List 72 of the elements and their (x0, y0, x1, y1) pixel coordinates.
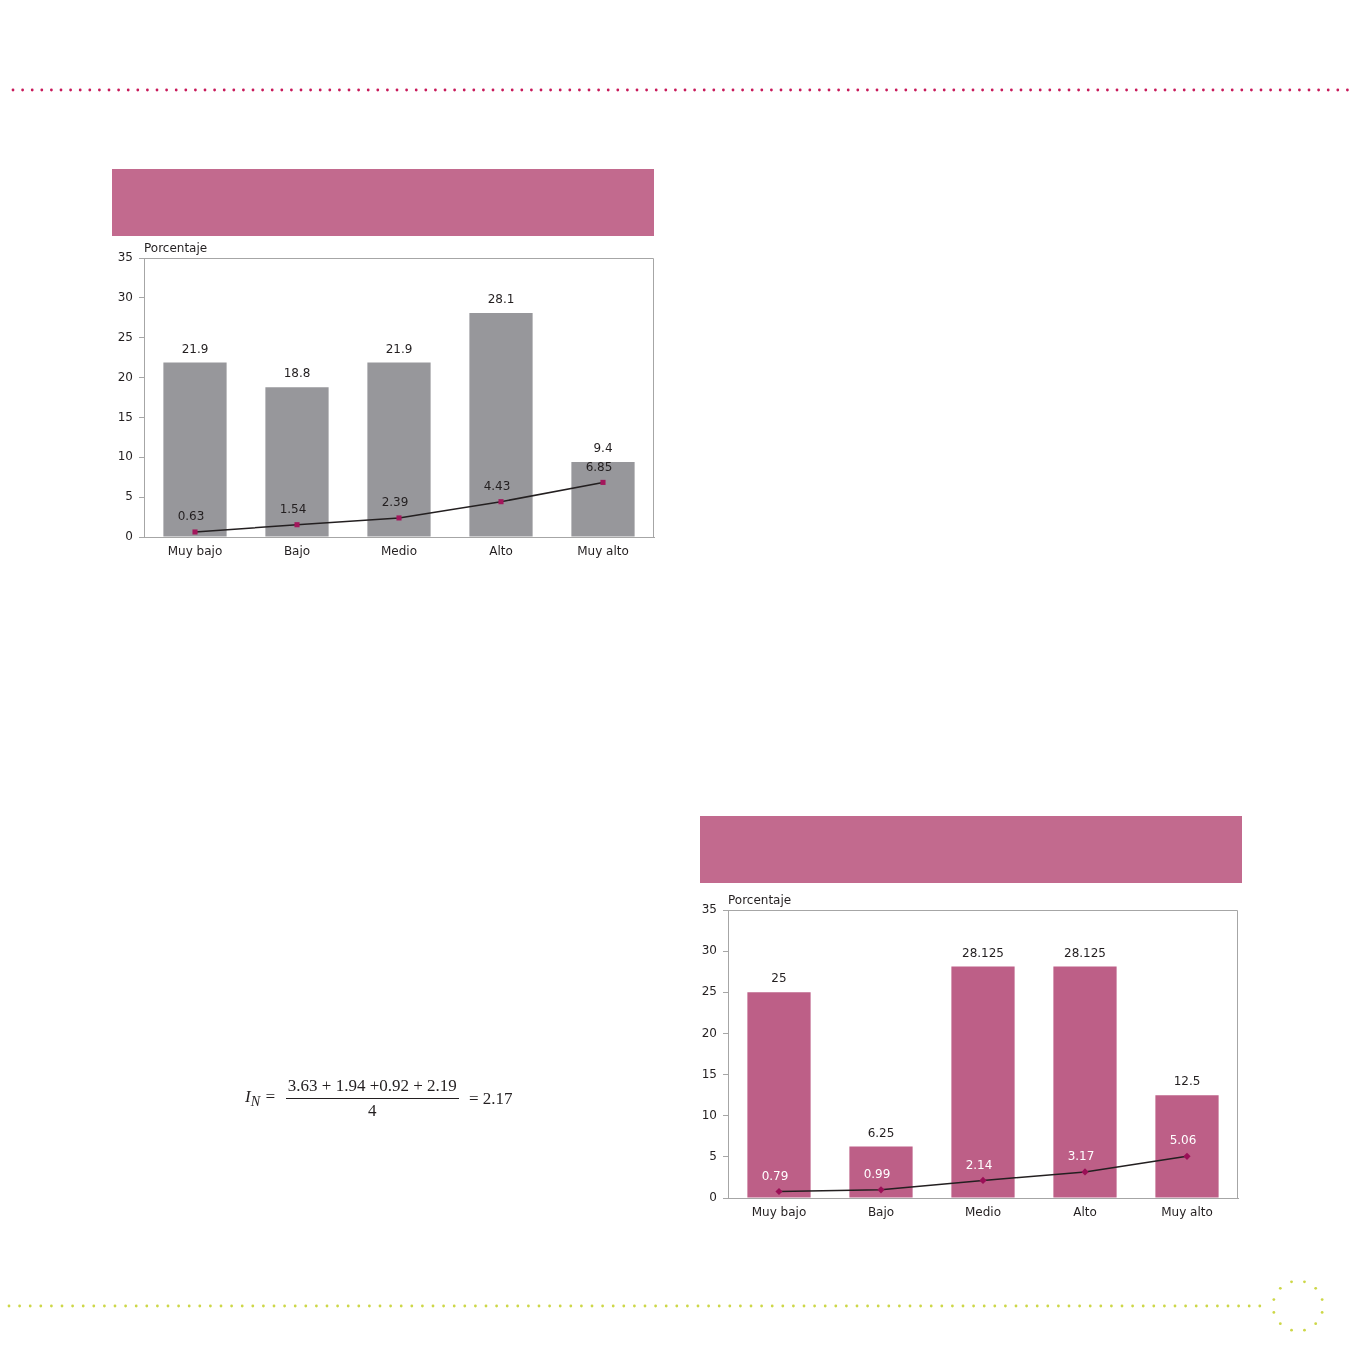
data-label: 4.43 (483, 478, 511, 493)
bar (163, 362, 227, 537)
x-tick-label: Bajo (867, 1205, 895, 1220)
y-tick-label: 0 (125, 529, 133, 544)
point (192, 529, 198, 535)
y-tick-label: 5 (125, 489, 133, 504)
data-label: 28.1 (487, 292, 515, 307)
y-tick-label: 30 (117, 289, 133, 304)
bar (951, 966, 1015, 1198)
y-tick-label: 35 (117, 250, 133, 265)
y-tick-label: 35 (701, 902, 717, 917)
data-label: 0.63 (177, 509, 205, 524)
bar (265, 387, 329, 537)
data-label: 18.8 (283, 366, 311, 381)
bar (747, 992, 811, 1198)
x-tick-label: Medio (380, 544, 418, 559)
x-tick-label: Alto (489, 544, 513, 559)
bar (367, 362, 431, 537)
y-tick-label: 5 (709, 1148, 717, 1163)
data-label: 1.54 (279, 501, 307, 516)
y-axis-title: Porcentaje (728, 893, 792, 908)
data-label: 28.125 (1064, 945, 1106, 960)
point (600, 479, 606, 485)
point (1081, 1168, 1089, 1176)
x-tick-label: Muy alto (1161, 1205, 1213, 1220)
data-label: 3.17 (1067, 1149, 1095, 1164)
text: 4 (368, 1100, 377, 1121)
y-tick-label: 20 (701, 1025, 717, 1040)
data-label: 2.39 (381, 495, 409, 510)
data-label: 2.14 (965, 1157, 993, 1172)
y-tick-label: 15 (701, 1066, 717, 1081)
data-label: 25 (771, 971, 787, 986)
bar (1155, 1095, 1219, 1198)
y-tick-label: 10 (701, 1107, 717, 1122)
bar (571, 462, 635, 537)
point (294, 522, 300, 528)
point (877, 1186, 885, 1194)
bar (1053, 966, 1117, 1198)
y-tick-label: 30 (701, 943, 717, 958)
data-label: 0.99 (863, 1166, 891, 1181)
y-tick-label: 20 (117, 369, 133, 384)
data-label: 6.85 (585, 459, 613, 474)
y-tick-label: 10 (117, 449, 133, 464)
x-tick-label: Muy bajo (167, 544, 223, 559)
text: = 2.17 (468, 1088, 513, 1109)
text: 3.63 + 1.94 +0.92 + 2.19 (285, 1076, 459, 1099)
x-tick-label: Muy alto (577, 544, 629, 559)
text: I$_{N}$ = (245, 1086, 276, 1111)
point (979, 1176, 987, 1184)
data-label: 21.9 (181, 341, 209, 356)
data-label: 0.79 (761, 1168, 789, 1183)
x-tick-label: Bajo (283, 544, 311, 559)
y-tick-label: 25 (117, 329, 133, 344)
bar (469, 313, 533, 537)
point (1183, 1152, 1191, 1160)
x-tick-label: Medio (964, 1205, 1002, 1220)
data-label: 6.25 (867, 1125, 895, 1140)
data-label: 21.9 (385, 341, 413, 356)
y-tick-label: 15 (117, 409, 133, 424)
data-label: 12.5 (1173, 1074, 1201, 1089)
point (775, 1187, 783, 1196)
data-label: 9.4 (593, 441, 613, 456)
y-axis-title: Porcentaje (144, 241, 208, 256)
data-label: 28.125 (962, 945, 1004, 960)
bar (849, 1146, 913, 1198)
point (498, 499, 504, 505)
x-tick-label: Muy bajo (751, 1205, 807, 1220)
y-tick-label: 25 (701, 984, 717, 999)
x-tick-label: Alto (1073, 1205, 1097, 1220)
point (396, 515, 402, 521)
y-tick-label: 0 (709, 1190, 717, 1205)
data-label: 5.06 (1169, 1133, 1197, 1148)
